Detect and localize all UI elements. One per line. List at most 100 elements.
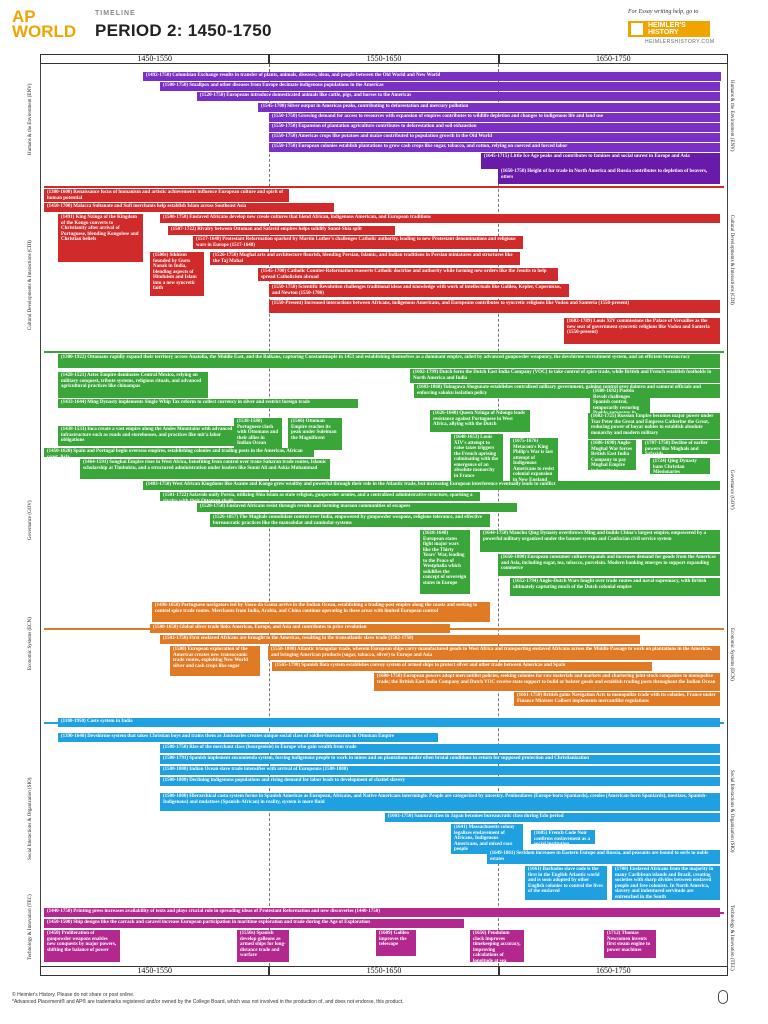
event-env-6: (1550-1750) Expansion of plantation agri… xyxy=(269,123,720,132)
event-gov-16: (1724) Qing Dynasty bans Christian Missi… xyxy=(650,458,710,474)
event-gov-17: (1450-1620) Spain and Portugal begin ove… xyxy=(44,448,314,457)
brand-line1: HEIMLER'S xyxy=(648,22,686,29)
event-gov-15: (1707-1750) Decline of earlier powers li… xyxy=(642,440,720,454)
event-gov-14: (1686-1690) Anglo-Mughal War forces Brit… xyxy=(588,440,636,470)
side-label-env-right: Humans & the Environment (ENV) xyxy=(729,80,734,152)
event-tec-3: (1450) Proliferation of gunpowder weapon… xyxy=(44,930,120,962)
event-sio-1: (1100-1950) Caste system in India xyxy=(58,718,720,727)
event-sio-2: (1390-1648) Devshirme system that takes … xyxy=(58,733,438,742)
event-sio-8: (1603-1750) Samurai class in Japan becom… xyxy=(385,813,720,822)
event-cdi-7: (1526-1750) Mughal arts and architecture… xyxy=(210,252,520,265)
event-gov-4: (1428-1521) Aztec Empire dominates Centr… xyxy=(58,372,208,398)
event-sio-4: (1500-1791) Spanish implement encomienda… xyxy=(160,755,720,764)
event-cdi-8: (1545-1700) Catholic Counter-Reformation… xyxy=(258,268,558,281)
event-env-1: (1492-1750) Columbian Exchange results i… xyxy=(143,72,721,81)
event-env-10: (1650-1750) Height of fur trade in North… xyxy=(498,168,720,184)
side-label-env: Humans & the Environment (ENV) xyxy=(28,83,33,155)
event-gov-25: (1650-1800) European consumer culture ex… xyxy=(498,554,720,576)
event-sio-5: (1500-1800) Indian Ocean slave trade int… xyxy=(160,766,720,775)
event-gov-11: (1675-1676) Metacom's King Philip's War … xyxy=(510,438,558,486)
event-tec-5: (1609) Galileo improves the telescope xyxy=(376,930,416,956)
event-ecn-7: (1600-1750) European powers adopt mercan… xyxy=(374,673,720,691)
event-tec-1: (1440-1750) Printing press increases ava… xyxy=(44,908,720,917)
era-1-bottom: 1450-1550 xyxy=(40,966,270,976)
brand-line2: HISTORY xyxy=(648,29,679,36)
era-1: 1450-1550 xyxy=(40,54,270,64)
gov-axis-line xyxy=(44,351,724,353)
event-gov-7: (1538-1580) Portuguese clash with Ottoma… xyxy=(234,418,282,448)
event-env-3: (1520-1750) Europeans introduce domestic… xyxy=(197,92,720,101)
side-label-tec-right: Technology & Innovation (TEC) xyxy=(729,905,734,971)
page-title: PERIOD 2: 1450-1750 xyxy=(95,21,272,40)
event-gov-9: (1626-1648) Queen Nzinga of Ndongo leads… xyxy=(430,410,530,432)
cdi-axis-line xyxy=(44,186,724,188)
event-sio-12: (1661) Barbados slave code is the first … xyxy=(525,866,607,900)
event-cdi-11: (1500s) Sikhism founded by Guru Nanak in… xyxy=(150,252,204,296)
event-gov-24: (1644-1750) Manchu Qing Dynasty overthro… xyxy=(480,530,720,552)
event-cdi-1: (1300-1600) Renaissance focus of humanis… xyxy=(44,189,289,202)
event-cdi-9: (1550-1750) Scientific Revolution challe… xyxy=(269,284,569,297)
event-gov-6: (1438-1533) Inca create a vast empire al… xyxy=(58,426,248,446)
event-gov-20: (1501-1722) Safavids unify Persia, utili… xyxy=(160,492,480,501)
event-gov-18: (1464-1591) Songhai Empire rises in West… xyxy=(80,459,330,479)
event-ecn-6: (1565-1790) Spanish flota system establi… xyxy=(272,662,652,671)
event-cdi-3: (1491) King Nzinga of the Kingdom of the… xyxy=(58,214,143,262)
footer-copyright: © Heimler's History. Please do not share… xyxy=(12,992,135,998)
event-ecn-2: (1500-1650) Global silver trade links Am… xyxy=(150,624,450,633)
event-env-7: (1550-1750) Americas crops like potatoes… xyxy=(269,133,720,142)
side-label-gov: Governance (GOV) xyxy=(28,500,33,540)
event-tec-4: (1550s) Spanish develop galleons as arme… xyxy=(237,930,289,962)
event-cdi-12: (1682-1789) Louis XIV commissions the Pa… xyxy=(564,318,720,344)
event-gov-21: (1520-1750) Enslaved Africans resist thr… xyxy=(197,503,517,512)
logo-ap: AP xyxy=(12,7,36,26)
event-ecn-5: (1550-1800) Atlantic triangular trade, w… xyxy=(268,646,720,660)
side-label-gov-right: Governance (GOV) xyxy=(729,470,734,510)
era-header-top: 1450-1550 1550-1650 1650-1750 xyxy=(40,54,728,64)
era-3-bottom: 1650-1750 xyxy=(498,966,728,976)
event-sio-7: (1500-1800) Hierarchical casta system fo… xyxy=(160,793,720,811)
event-cdi-10: (1550-Present) Increased interactions be… xyxy=(269,300,720,313)
footer-legal: *Advanced Placement® and AP® are tradema… xyxy=(12,999,404,1005)
help-text: For Essay writing help, go to xyxy=(628,9,699,15)
side-label-cdi-right: Cultural Developments & Interactions (CD… xyxy=(729,215,734,305)
mascot-icon xyxy=(718,990,728,1004)
event-gov-19: (1483-1750) West African Kingdoms like A… xyxy=(143,481,720,490)
side-label-sio: Social Interactions & Organization (SIO) xyxy=(28,777,33,860)
event-gov-3: (1603-1868) Tokugawa Shogunate establish… xyxy=(414,384,720,398)
event-sio-11: (1649-1861) Serfdom increases in Eastern… xyxy=(487,850,720,864)
page-subtitle: TIMELINE xyxy=(95,10,136,17)
event-env-9: (1645-1715) Little Ice Age peaks and con… xyxy=(481,153,720,169)
era-2-bottom: 1550-1650 xyxy=(269,966,499,976)
event-ecn-4: (1500) European exploration of the Ameri… xyxy=(170,646,260,676)
event-gov-10: (1648-1653) Louis XIV's attempt to raise… xyxy=(451,434,503,490)
event-tec-6: (1656) Pendulum clock improves timekeepi… xyxy=(470,930,524,962)
event-tec-7: (1712) Thomas Newcomen invents first ste… xyxy=(604,930,656,958)
event-sio-3: (1500-1750) Rise of the merchant class (… xyxy=(160,744,720,753)
event-tec-2: (1450-1500) Ship designs like the carrac… xyxy=(44,919,464,928)
event-ecn-8: (1661-1750) British gains Navigation Act… xyxy=(514,692,720,706)
brand-url: HEIMLERSHISTORY.COM xyxy=(645,39,715,45)
side-label-tec: Technology & Innovation (TEC) xyxy=(28,894,33,960)
event-gov-2: (1602-1799) Dutch form the Dutch East In… xyxy=(410,369,720,383)
event-gov-8: (1566) Ottoman Empire reaches its peak u… xyxy=(288,418,342,450)
event-sio-13: (1700) Enslaved Africans from the majori… xyxy=(612,866,720,900)
brand-mark-icon xyxy=(631,23,643,35)
right-border-line xyxy=(727,64,728,966)
era-header-bottom: 1450-1550 1550-1650 1650-1750 xyxy=(40,966,728,976)
event-ecn-1: (1498-1650) Portuguese navigators led by… xyxy=(152,602,490,622)
event-gov-5: (1433-1644) Ming Dynasty implements Sing… xyxy=(58,399,358,408)
event-env-8: (1550-1750) European colonies establish … xyxy=(269,143,720,152)
event-gov-13: (1682-1725) Russian Empire becomes major… xyxy=(588,413,720,439)
event-gov-22: (1526-1857) The Mughals consolidate cont… xyxy=(210,514,490,527)
left-border-line xyxy=(40,64,41,966)
side-label-cdi: Cultural Developments & Interactions (CD… xyxy=(28,240,33,330)
side-label-ecn: Economic Systems (ECN) xyxy=(28,617,33,670)
event-env-5: (1550-1750) Growing demand for access to… xyxy=(269,113,720,122)
event-cdi-2: (1450-1700) Malacca Sultanate and Sufi m… xyxy=(44,203,334,212)
event-cdi-5: (1507-1722) Rivalry between Ottoman and … xyxy=(168,226,395,235)
divider-1650 xyxy=(498,64,499,966)
event-sio-9: (1641) Massachusetts colony legalizes en… xyxy=(451,824,523,854)
event-gov-1: (1300-1922) Ottomans rapidly expand thei… xyxy=(58,354,720,368)
event-sio-6: (1500-1800) Declining indigenous populat… xyxy=(160,777,720,786)
side-label-sio-right: Social Interactions & Organization (SIO) xyxy=(729,770,734,853)
